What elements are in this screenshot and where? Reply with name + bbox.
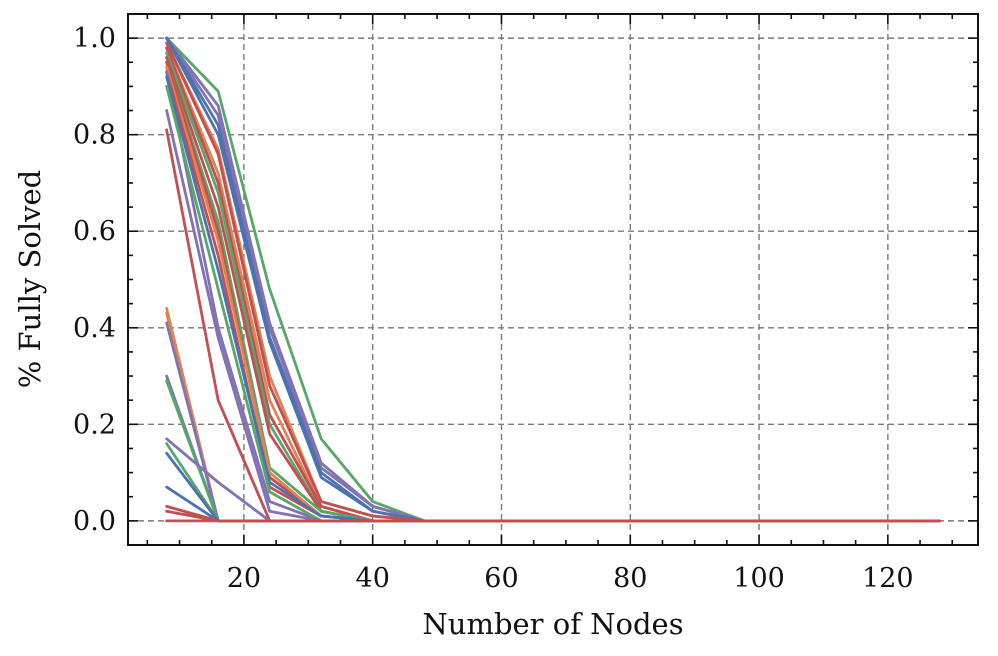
series-line <box>165 46 941 523</box>
x-tick-label: 20 <box>227 563 261 594</box>
series-line <box>165 46 941 523</box>
y-tick-label: 0.6 <box>73 216 116 247</box>
axis-ticks <box>128 13 978 546</box>
y-tick-label: 0.0 <box>73 506 116 537</box>
y-tick-label: 0.4 <box>73 313 116 344</box>
x-tick-label: 120 <box>862 563 914 594</box>
x-tick-label: 40 <box>356 563 390 594</box>
y-tick-label: 0.8 <box>73 120 116 151</box>
series-line <box>165 56 941 523</box>
y-tick-labels: 0.0 0.2 0.4 0.6 0.8 1.0 <box>73 23 116 537</box>
x-tick-label: 100 <box>733 563 785 594</box>
y-tick-label: 0.2 <box>73 409 116 440</box>
series-line <box>165 109 941 523</box>
series-lines <box>165 36 941 523</box>
y-axis-label: % Fully Solved <box>13 170 47 388</box>
x-axis-label: Number of Nodes <box>422 607 683 641</box>
series-line <box>165 41 941 523</box>
x-tick-label: 60 <box>484 563 518 594</box>
x-tick-label: 80 <box>613 563 647 594</box>
y-tick-label: 1.0 <box>73 23 116 54</box>
series-line <box>165 51 941 523</box>
series-line <box>165 41 941 523</box>
x-tick-labels: 20 40 60 80 100 120 <box>227 563 914 594</box>
